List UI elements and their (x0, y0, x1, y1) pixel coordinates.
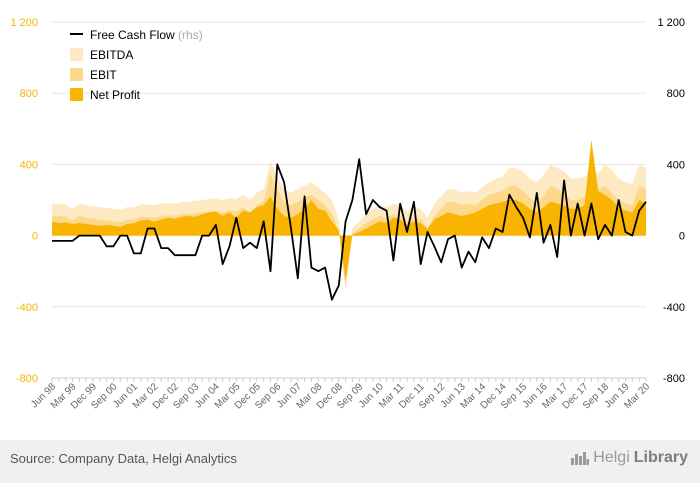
plot-card: -800 -800 -400 -400 0 0 400 400 800 800 1 200 1 200… (0, 0, 700, 440)
y-tick-label-left: 800 (20, 88, 38, 100)
y-tick-label-left: -400 (16, 302, 38, 314)
legend-symbol-box (70, 88, 83, 101)
brand-name-part2: Library (633, 449, 688, 466)
y-tick-label-right: 0 (679, 231, 685, 243)
legend-symbol-box (70, 68, 83, 81)
brand-logo[interactable]: Helgi Library (571, 449, 688, 467)
y-tick-label-left: 400 (20, 159, 38, 171)
brand-name-part1: Helgi (593, 449, 630, 466)
y-tick-label-right: 800 (667, 88, 685, 100)
y-tick-label-left: -800 (16, 373, 38, 385)
legend-label-suffix: (rhs) (175, 28, 203, 42)
legend-label: Net Profit (90, 88, 141, 102)
y-tick-label-right: 1 200 (657, 17, 685, 29)
legend-label: Free Cash Flow (rhs) (90, 28, 203, 42)
area-net-profit (52, 139, 646, 281)
line-free-cash-flow (52, 158, 647, 301)
legend-label: EBITDA (90, 48, 133, 62)
area-ebit (52, 164, 646, 289)
y-tick-label-right: -400 (663, 302, 685, 314)
y-tick-label-left: 0 (32, 231, 38, 243)
chart-svg: -800 -800 -400 -400 0 0 400 400 800 800 1 200 1 200… (10, 17, 685, 412)
source-note: Source: Company Data, Helgi Analytics (10, 451, 237, 466)
y-tick-label-right: -800 (663, 373, 685, 385)
legend-symbol-box (70, 48, 83, 61)
area-ebitda (52, 160, 646, 286)
y-tick-label-right: 400 (667, 159, 685, 171)
y-tick-label-left: 1 200 (10, 17, 38, 29)
legend-label: EBIT (90, 68, 117, 82)
city-skyline-icon (571, 452, 590, 465)
